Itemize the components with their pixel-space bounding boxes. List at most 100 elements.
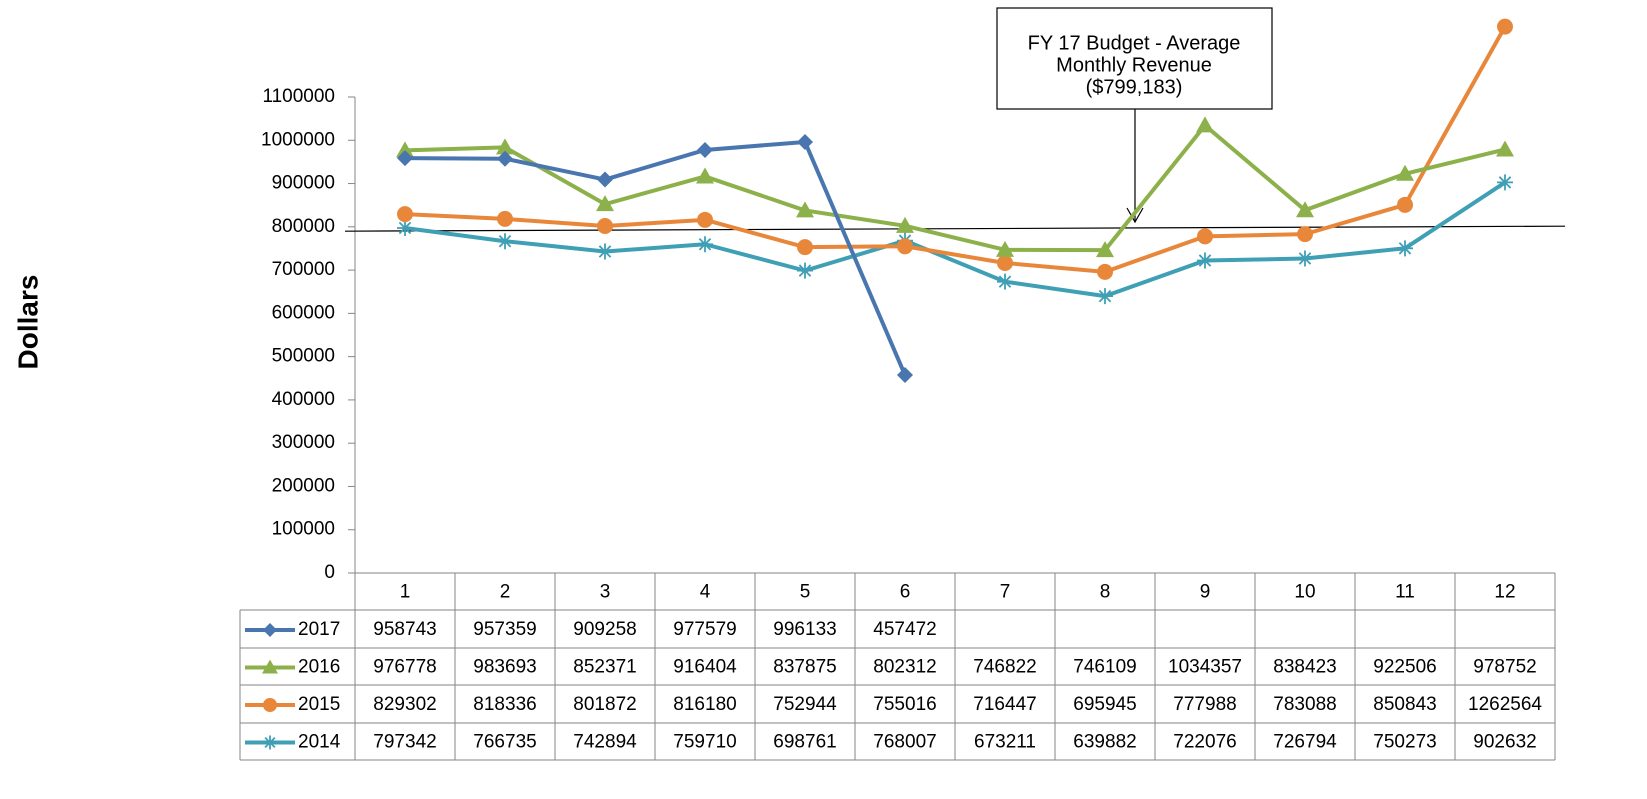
marker bbox=[263, 735, 277, 750]
y-tick-label: 0 bbox=[324, 562, 335, 583]
table-value: 916404 bbox=[673, 657, 737, 678]
x-tick-label: 8 bbox=[1100, 582, 1111, 603]
annotation-text: Monthly Revenue bbox=[1056, 54, 1212, 76]
marker bbox=[797, 239, 813, 256]
marker bbox=[497, 150, 513, 167]
series-line bbox=[404, 180, 1507, 299]
table-value: 746109 bbox=[1073, 657, 1136, 678]
marker bbox=[896, 216, 914, 233]
table-value: 978752 bbox=[1473, 657, 1536, 678]
legend-label: 2017 bbox=[298, 619, 340, 640]
marker bbox=[1397, 240, 1413, 257]
marker bbox=[797, 133, 813, 150]
x-tick-label: 9 bbox=[1200, 582, 1211, 603]
y-tick-label: 800000 bbox=[272, 216, 335, 237]
marker bbox=[1197, 252, 1213, 269]
table-value: 1034357 bbox=[1168, 657, 1242, 678]
x-tick-label: 11 bbox=[1395, 582, 1415, 603]
marker bbox=[897, 238, 913, 255]
y-tick-label: 100000 bbox=[272, 519, 335, 540]
y-tick-label: 1100000 bbox=[262, 86, 335, 107]
marker bbox=[797, 262, 813, 279]
marker bbox=[696, 167, 714, 184]
table-value: 750273 bbox=[1373, 732, 1436, 753]
marker bbox=[263, 698, 277, 712]
x-tick-label: 2 bbox=[500, 582, 511, 603]
x-tick-label: 4 bbox=[700, 582, 711, 603]
marker bbox=[1097, 288, 1113, 305]
series-line bbox=[404, 25, 1507, 274]
table-value: 852371 bbox=[573, 657, 636, 678]
x-tick-label: 5 bbox=[800, 582, 811, 603]
marker bbox=[397, 150, 413, 167]
table-value: 777988 bbox=[1173, 694, 1236, 715]
table-value: 755016 bbox=[873, 694, 936, 715]
marker bbox=[1096, 241, 1114, 258]
table-value: 957359 bbox=[473, 619, 536, 640]
legend-label: 2015 bbox=[298, 694, 340, 715]
table-value: 639882 bbox=[1073, 732, 1136, 753]
marker bbox=[1296, 201, 1314, 218]
x-tick-label: 10 bbox=[1294, 582, 1315, 603]
table-value: 726794 bbox=[1273, 732, 1337, 753]
table-value: 850843 bbox=[1373, 694, 1436, 715]
marker bbox=[897, 367, 913, 384]
marker bbox=[1197, 228, 1213, 245]
table-value: 783088 bbox=[1273, 694, 1336, 715]
marker bbox=[1297, 226, 1313, 243]
table-value: 457472 bbox=[873, 619, 936, 640]
marker bbox=[497, 210, 513, 227]
legend-label: 2016 bbox=[298, 657, 340, 678]
marker bbox=[1396, 164, 1414, 181]
table-value: 673211 bbox=[974, 732, 1036, 753]
marker bbox=[796, 201, 814, 218]
table-value: 722076 bbox=[1173, 732, 1236, 753]
x-tick-label: 3 bbox=[600, 582, 611, 603]
marker bbox=[697, 141, 713, 158]
marker bbox=[1097, 263, 1113, 280]
table-value: 797342 bbox=[373, 732, 436, 753]
table-value: 958743 bbox=[373, 619, 436, 640]
table-value: 752944 bbox=[773, 694, 837, 715]
table-value: 977579 bbox=[673, 619, 736, 640]
annotation-text: FY 17 Budget - Average bbox=[1028, 32, 1241, 54]
table-value: 816180 bbox=[673, 694, 736, 715]
table-value: 922506 bbox=[1373, 657, 1436, 678]
y-tick-label: 1000000 bbox=[261, 129, 335, 150]
table-value: 1262564 bbox=[1468, 694, 1542, 715]
marker bbox=[597, 171, 613, 188]
marker bbox=[597, 218, 613, 235]
marker bbox=[1196, 116, 1214, 133]
marker bbox=[396, 141, 414, 158]
marker bbox=[397, 206, 413, 223]
series-line bbox=[404, 123, 1506, 253]
annotation-box bbox=[996, 7, 1273, 110]
table-value: 902632 bbox=[1473, 732, 1536, 753]
y-tick-label: 300000 bbox=[272, 432, 335, 453]
y-tick-label: 500000 bbox=[272, 346, 335, 367]
marker bbox=[1397, 196, 1413, 213]
y-tick-label: 400000 bbox=[272, 389, 335, 410]
y-axis-label: Dollars bbox=[12, 275, 43, 370]
table-value: 698761 bbox=[773, 732, 836, 753]
table-value: 838423 bbox=[1273, 657, 1336, 678]
series-line bbox=[404, 139, 907, 376]
marker bbox=[1297, 250, 1313, 267]
marker bbox=[263, 623, 277, 637]
y-tick-label: 700000 bbox=[272, 259, 335, 280]
y-tick-label: 600000 bbox=[272, 302, 335, 323]
annotation-arrowhead bbox=[1126, 207, 1144, 224]
marker bbox=[597, 243, 613, 260]
marker bbox=[1497, 18, 1513, 35]
marker bbox=[997, 273, 1013, 290]
y-tick-label: 200000 bbox=[272, 475, 335, 496]
table-value: 909258 bbox=[573, 619, 636, 640]
table-value: 976778 bbox=[373, 657, 436, 678]
marker bbox=[1497, 174, 1513, 191]
y-tick-label: 900000 bbox=[272, 173, 335, 194]
annotation-text: ($799,183) bbox=[1086, 76, 1183, 98]
table-value: 983693 bbox=[473, 657, 536, 678]
marker bbox=[997, 254, 1013, 271]
table-value: 716447 bbox=[973, 694, 1036, 715]
